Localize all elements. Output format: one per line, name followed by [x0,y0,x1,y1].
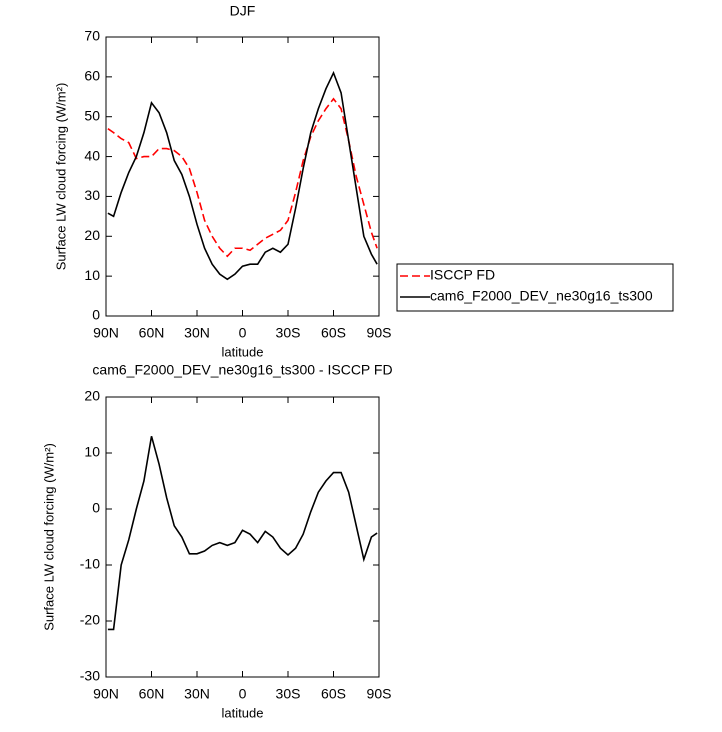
x-tick-label: 60N [139,325,165,341]
x-tick-label: 90N [93,686,119,702]
x-axis-title: latitude [222,705,264,720]
legend-box [396,263,674,312]
y-axis-title: Surface LW cloud forcing (W/m²) [41,443,56,631]
x-tick-label: 90S [367,325,392,341]
y-tick-label: 30 [84,187,100,203]
x-tick-label: 60N [139,686,165,702]
y-axis-title: Surface LW cloud forcing (W/m²) [53,83,68,271]
legend-label: ISCCP FD [430,267,495,283]
x-tick-label: 60S [321,686,346,702]
x-tick-label: 30S [276,686,301,702]
x-tick-label: 30N [184,325,210,341]
y-tick-label: 0 [92,307,100,323]
y-tick-label: 0 [92,500,100,516]
x-tick-label: 90S [367,686,392,702]
x-tick-label: 30N [184,686,210,702]
legend-label: cam6_F2000_DEV_ne30g16_ts300 [430,288,653,304]
y-tick-label: -20 [80,612,100,628]
x-tick-label: 0 [239,686,247,702]
series-line [107,435,378,631]
x-tick-label: 30S [276,325,301,341]
series-line [107,97,378,258]
plot-frame [105,36,380,317]
y-tick-label: -10 [80,556,100,572]
y-tick-label: 20 [84,388,100,404]
x-tick-label: 0 [239,325,247,341]
x-tick-label: 60S [321,325,346,341]
y-tick-label: 70 [84,28,100,44]
x-tick-label: 90N [93,325,119,341]
y-tick-label: 60 [84,68,100,84]
chart-title: cam6_F2000_DEV_ne30g16_ts300 - ISCCP FD [92,362,392,378]
chart-title: DJF [230,3,256,19]
y-tick-label: 10 [84,444,100,460]
y-tick-label: 10 [84,267,100,283]
plot-frame [105,396,380,678]
y-tick-label: 40 [84,147,100,163]
y-tick-label: 20 [84,227,100,243]
y-tick-label: 50 [84,107,100,123]
y-tick-label: -30 [80,668,100,684]
series-line [107,70,378,281]
x-axis-title: latitude [222,344,264,359]
